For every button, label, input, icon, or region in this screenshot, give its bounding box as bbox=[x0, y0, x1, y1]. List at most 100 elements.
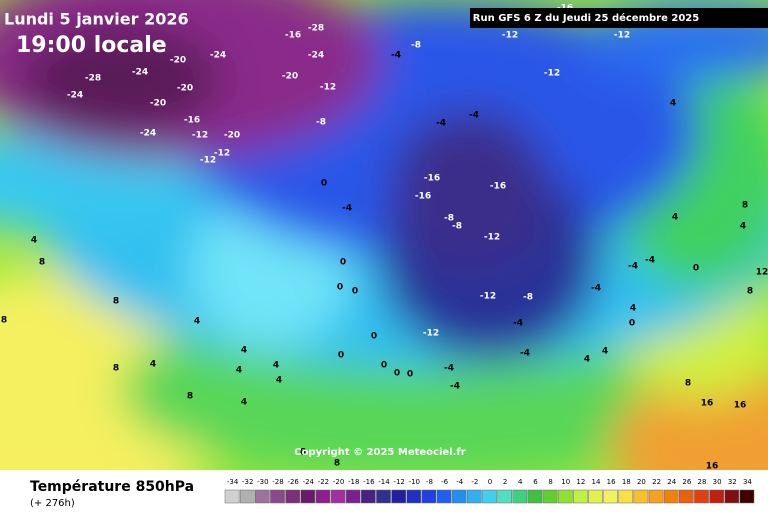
contour-label: 8 bbox=[113, 297, 119, 307]
contour-label: 16 bbox=[706, 462, 719, 472]
legend-swatch bbox=[436, 489, 452, 504]
contour-label: -4 bbox=[450, 382, 460, 392]
contour-label: -4 bbox=[469, 111, 479, 121]
contour-label: -4 bbox=[591, 284, 601, 294]
contour-label: 0 bbox=[337, 283, 343, 293]
legend-swatch bbox=[694, 489, 709, 504]
contour-label: 0 bbox=[381, 361, 387, 371]
contour-label: -4 bbox=[342, 204, 352, 214]
legend-swatch bbox=[391, 489, 406, 504]
legend-label: -4 bbox=[456, 478, 464, 486]
contour-label: -24 bbox=[132, 68, 148, 78]
contour-label: 16 bbox=[734, 401, 747, 411]
contour-label: -24 bbox=[140, 129, 156, 139]
contour-label: 4 bbox=[672, 213, 678, 223]
legend-swatch bbox=[239, 489, 255, 504]
contour-label: -12 bbox=[484, 233, 500, 243]
legend-label: 26 bbox=[682, 478, 691, 486]
contour-label: -4 bbox=[628, 262, 638, 272]
contour-label: -12 bbox=[214, 149, 230, 159]
legend-swatch bbox=[739, 489, 755, 504]
legend-swatch bbox=[557, 489, 573, 504]
legend-label: -8 bbox=[426, 478, 433, 486]
contour-label: 4 bbox=[670, 99, 676, 109]
legend-swatch bbox=[330, 489, 346, 504]
legend-swatch bbox=[512, 489, 528, 504]
legend-swatch bbox=[603, 489, 618, 504]
legend-label: -26 bbox=[287, 478, 299, 486]
contour-label: 4 bbox=[150, 360, 156, 370]
legend-swatch bbox=[376, 489, 391, 504]
legend-label: 24 bbox=[667, 478, 676, 486]
contour-label: 8 bbox=[187, 392, 193, 402]
contour-label: -4 bbox=[513, 319, 523, 329]
contour-label: 8 bbox=[113, 364, 119, 374]
legend: -34 -32 -30 -28 -26 -24 -22 -20 -18 -16 -14 -12 -10-… bbox=[224, 478, 755, 504]
contour-label: -16 bbox=[285, 31, 301, 41]
legend-swatch bbox=[724, 489, 740, 504]
legend-swatch bbox=[345, 489, 361, 504]
contour-label: 4 bbox=[740, 222, 746, 232]
legend-swatch bbox=[406, 489, 422, 504]
contour-label: -4 bbox=[645, 256, 655, 266]
footer-title: Température 850hPa bbox=[30, 479, 194, 495]
legend-label: 8 bbox=[548, 478, 552, 486]
legend-swatch bbox=[573, 489, 588, 504]
time: 19:00 locale bbox=[16, 33, 167, 58]
legend-label: -6 bbox=[441, 478, 449, 486]
legend-label: -20 bbox=[333, 478, 344, 486]
contour-label: -12 bbox=[614, 31, 630, 41]
legend-label: -14 bbox=[378, 478, 390, 486]
contour-label: -4 bbox=[520, 349, 530, 359]
lead-time: (+ 276h) bbox=[30, 498, 75, 509]
legend-label: 18 bbox=[622, 478, 631, 486]
legend-label: -16 bbox=[363, 478, 375, 486]
contour-label: 8 bbox=[300, 448, 306, 458]
contour-label: 0 bbox=[629, 319, 635, 329]
legend-swatch bbox=[300, 489, 316, 504]
legend-label: -12 bbox=[393, 478, 404, 486]
legend-swatch bbox=[285, 489, 300, 504]
contour-label: 8 bbox=[742, 201, 748, 211]
contour-label: -24 bbox=[308, 51, 324, 61]
legend-label: 20 bbox=[637, 478, 646, 486]
contour-label: -12 bbox=[502, 31, 518, 41]
contour-label: -12 bbox=[480, 292, 496, 302]
contour-label: -20 bbox=[177, 84, 193, 94]
contour-label: 8 bbox=[685, 379, 691, 389]
contour-label: 8 bbox=[747, 287, 753, 297]
legend-label: 10 bbox=[561, 478, 570, 486]
contour-label: 8 bbox=[39, 258, 45, 268]
legend-swatch bbox=[467, 489, 482, 504]
contour-label: 16 bbox=[701, 399, 714, 409]
legend-label: -28 bbox=[272, 478, 283, 486]
contour-label: 0 bbox=[693, 264, 699, 274]
contour-label: 8 bbox=[334, 459, 340, 469]
legend-swatch bbox=[361, 489, 376, 504]
run: Run GFS 6 Z du Jeudi 25 décembre 2025 bbox=[473, 12, 699, 24]
contour-label: -16 bbox=[184, 116, 200, 126]
legend-swatch bbox=[315, 489, 331, 504]
legend-swatch bbox=[482, 489, 497, 504]
contour-label: -12 bbox=[544, 69, 560, 79]
legend-swatch bbox=[421, 489, 437, 504]
legend-swatch bbox=[709, 489, 724, 504]
date: Lundi 5 janvier 2026 bbox=[4, 10, 189, 29]
contour-label: 8 bbox=[1, 316, 7, 326]
legend-label: -24 bbox=[303, 478, 315, 486]
contour-label: 4 bbox=[584, 355, 590, 365]
legend-swatch bbox=[255, 489, 270, 504]
legend-label: 28 bbox=[698, 478, 707, 486]
contour-label: 4 bbox=[276, 376, 282, 386]
legend-label: -34 bbox=[227, 478, 239, 486]
contour-label: -20 bbox=[150, 99, 166, 109]
legend-label: 6 bbox=[533, 478, 538, 486]
contour-label: 0 bbox=[394, 369, 400, 379]
legend-label: 4 bbox=[518, 478, 523, 486]
contour-label: -12 bbox=[423, 329, 439, 339]
contour-label: -16 bbox=[415, 192, 431, 202]
contour-label: -8 bbox=[411, 41, 421, 51]
legend-label: 12 bbox=[576, 478, 585, 486]
